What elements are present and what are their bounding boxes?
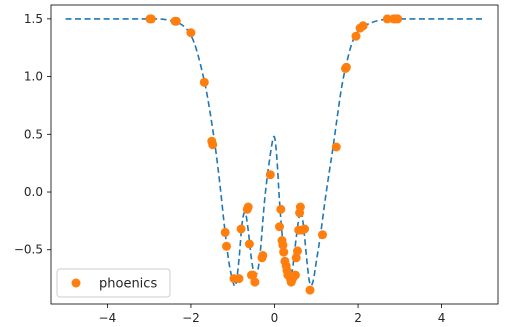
y-tick-label: 0.5 <box>24 127 43 141</box>
scatter-point <box>276 204 286 214</box>
series-layer <box>65 14 484 295</box>
y-tick-label: 1.5 <box>24 12 43 26</box>
legend: phoenics <box>56 268 171 298</box>
scatter-point <box>248 270 258 280</box>
scatter-point <box>250 277 260 287</box>
scatter-point <box>278 240 288 250</box>
scatter-point <box>236 224 246 234</box>
scatter-point <box>331 142 341 152</box>
y-tick-label: 1.0 <box>24 70 43 84</box>
scatter-point <box>199 77 209 87</box>
scatter-point <box>300 224 310 234</box>
plot-area <box>50 4 499 305</box>
scatter-point <box>318 230 327 240</box>
scatter-point <box>244 239 254 249</box>
scatter-point <box>295 202 305 212</box>
y-tick-label: 0.0 <box>24 185 43 199</box>
scatter-point <box>171 16 181 26</box>
scatter-point <box>243 202 253 212</box>
y-axis: −0.5 0.0 0.5 1.0 1.5 <box>14 12 51 257</box>
scatter-point <box>351 31 361 41</box>
scatter-point <box>220 227 230 237</box>
scatter-point <box>382 14 392 24</box>
x-tick-label: −4 <box>99 311 117 325</box>
dashed-curve-line <box>65 18 484 287</box>
scatter-point <box>258 251 268 260</box>
scatter-point <box>341 62 351 72</box>
scatter-point <box>291 253 301 263</box>
scatter-point <box>186 28 196 38</box>
axes-frame <box>50 4 499 305</box>
scatter-point <box>290 270 300 280</box>
scatter-point <box>146 14 156 24</box>
scatter-point <box>265 170 275 180</box>
scatter-point <box>208 140 218 150</box>
scatter-point <box>234 274 244 284</box>
x-tick-label: 2 <box>354 311 362 325</box>
scatter-point <box>293 246 302 256</box>
scatter-point <box>393 14 403 24</box>
x-tick-label: −2 <box>182 311 200 325</box>
x-axis: −4 −2 0 2 4 <box>99 304 446 325</box>
y-tick-label: −0.5 <box>14 243 43 257</box>
scatter-point <box>279 247 289 257</box>
legend-label-phoenics: phoenics <box>99 277 157 292</box>
scatter-point <box>305 285 315 295</box>
scatter-point <box>275 222 284 232</box>
x-tick-label: 4 <box>438 311 446 325</box>
scatter-point <box>222 241 231 251</box>
legend-box <box>56 268 171 298</box>
x-tick-label: 0 <box>271 311 279 325</box>
scatter-point <box>358 21 368 31</box>
legend-marker-phoenics <box>71 278 81 288</box>
